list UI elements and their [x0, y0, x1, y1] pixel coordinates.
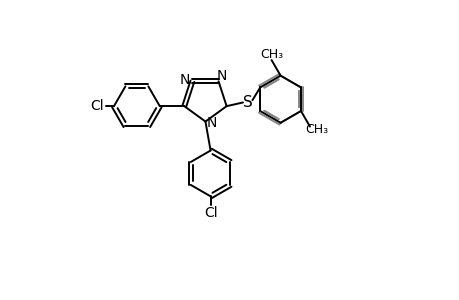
Text: CH₃: CH₃	[305, 123, 328, 136]
Text: N: N	[179, 73, 190, 87]
Text: N: N	[216, 69, 226, 83]
Text: S: S	[242, 95, 252, 110]
Text: Cl: Cl	[90, 99, 104, 113]
Text: Cl: Cl	[203, 206, 217, 220]
Text: CH₃: CH₃	[259, 48, 283, 61]
Text: N: N	[207, 116, 217, 130]
